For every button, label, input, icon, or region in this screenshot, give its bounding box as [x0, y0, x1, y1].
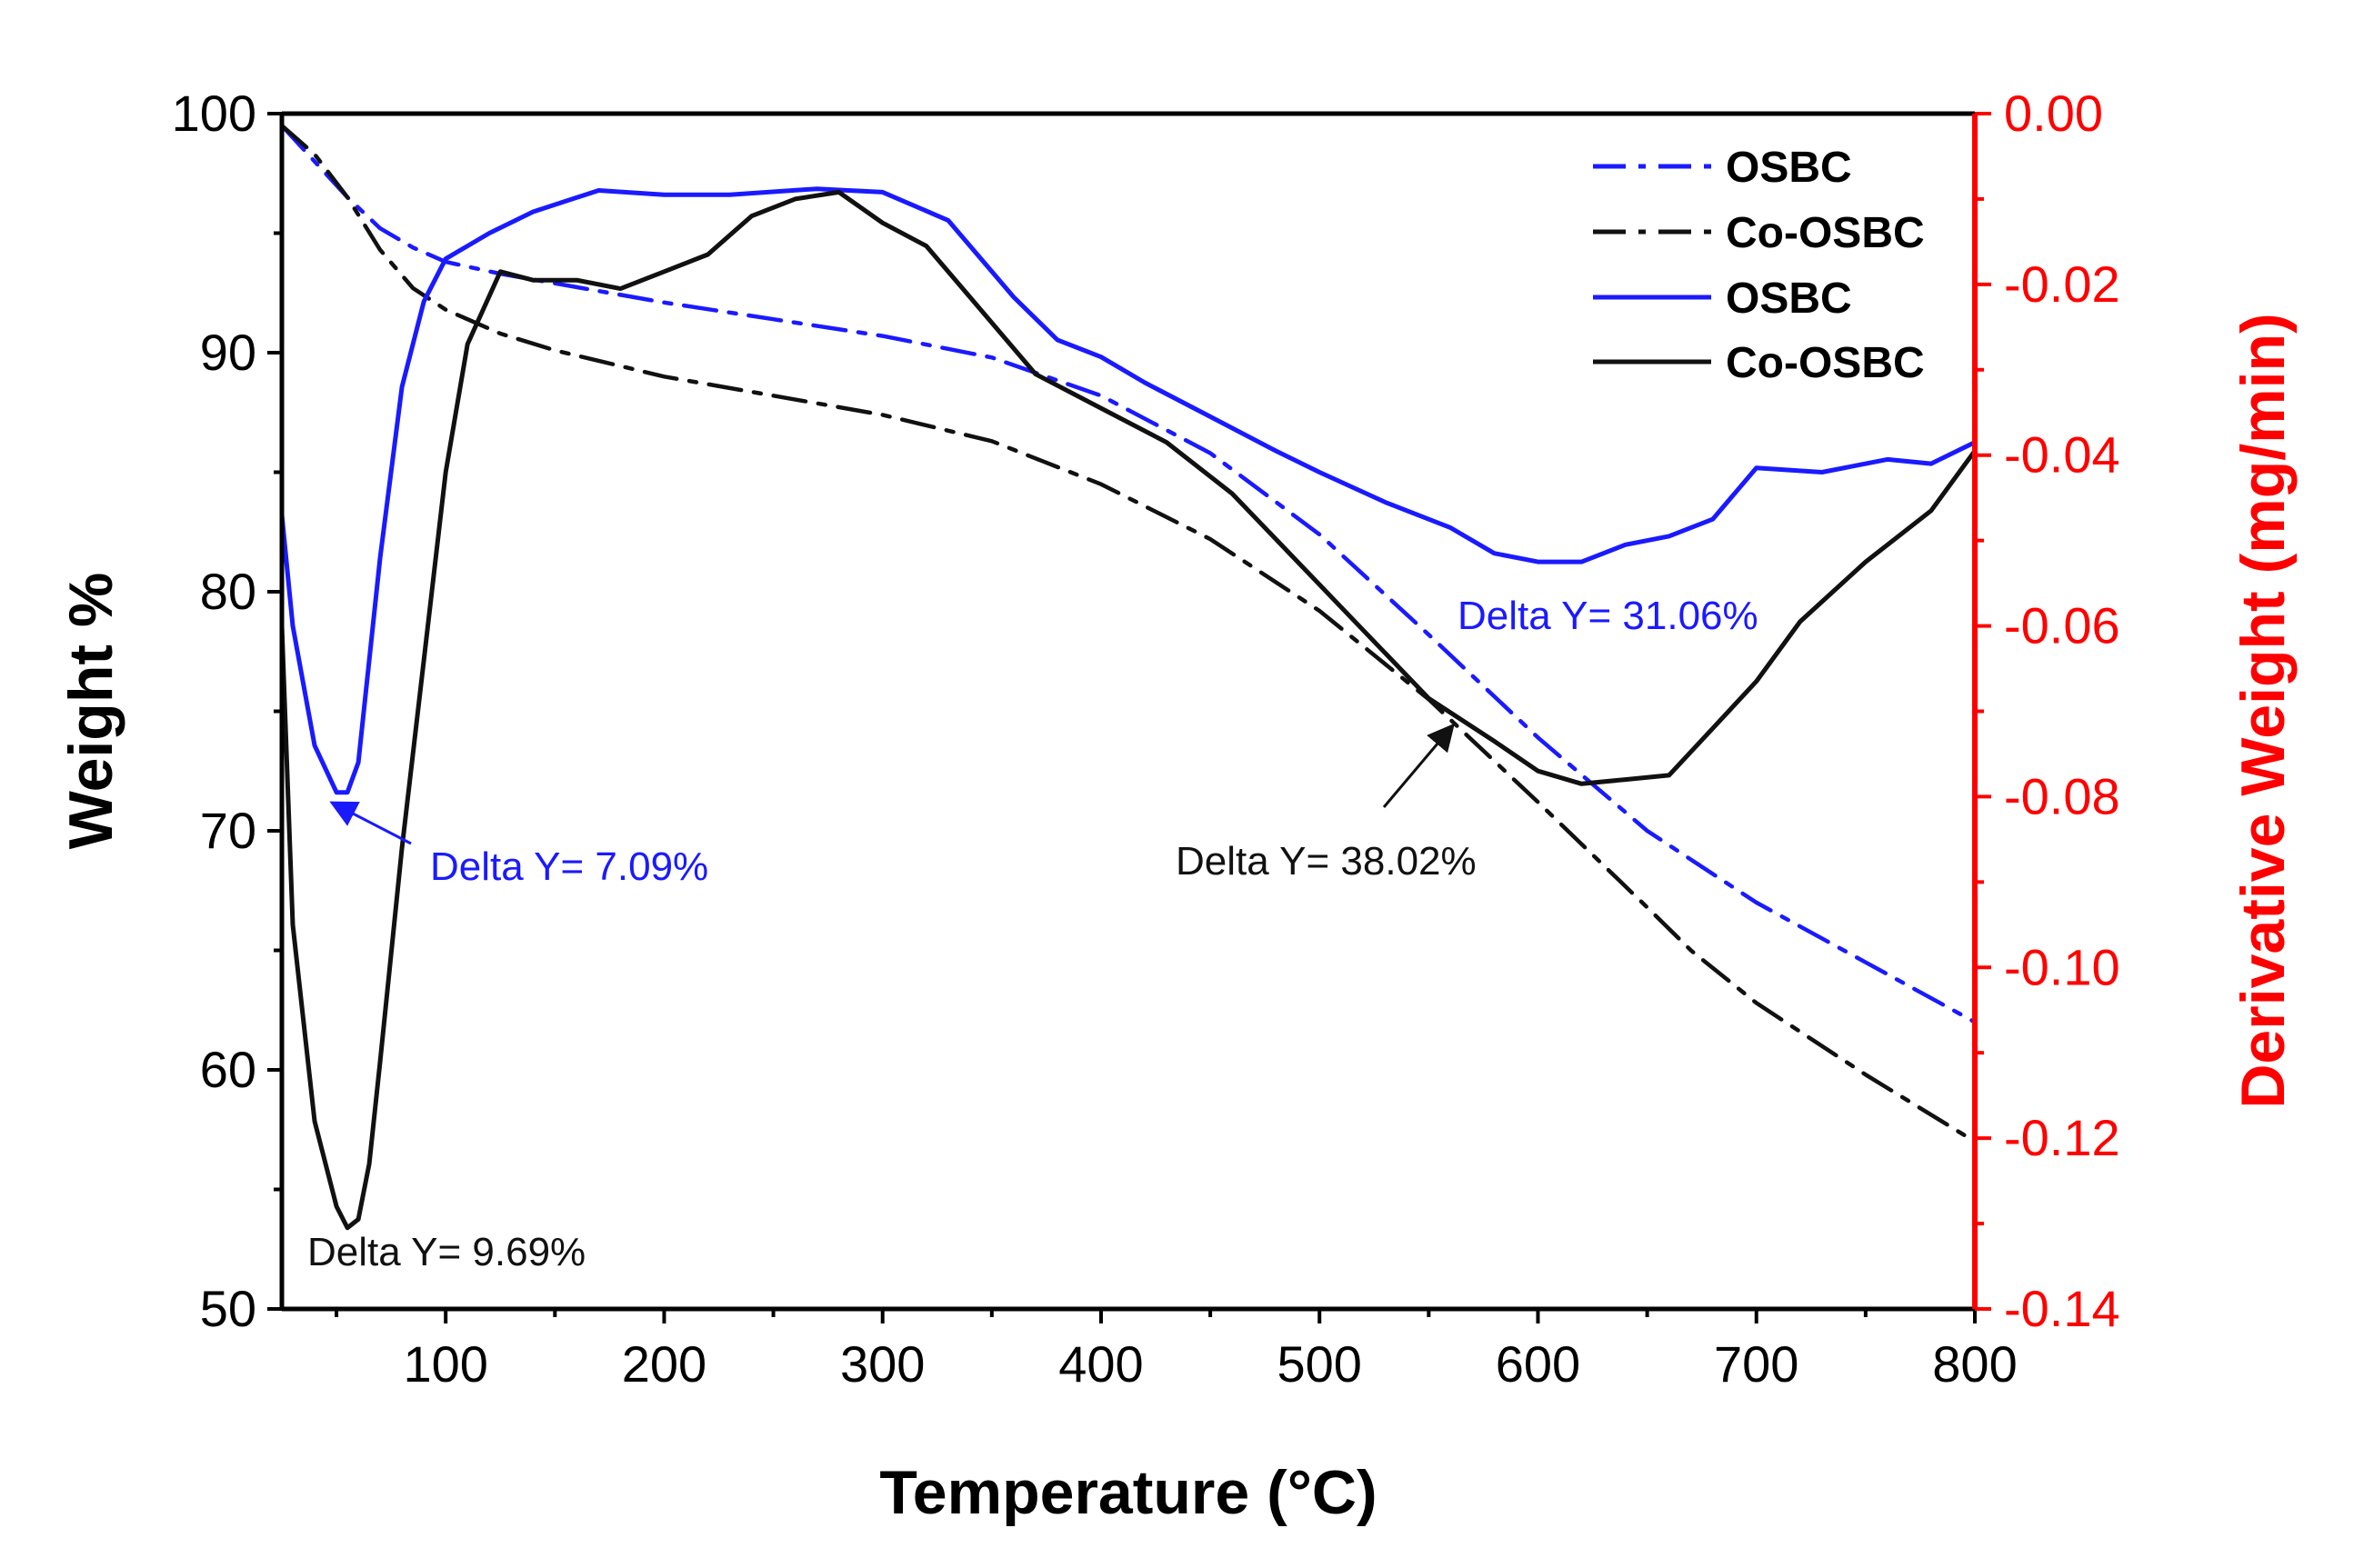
legend-label-co-osbc-dashdot: Co-OSBC	[1726, 209, 1925, 257]
annotation-arrow-co-osbc-main-step	[1382, 723, 1455, 808]
legend-label-osbc-dashdot: OSBC	[1726, 144, 1852, 192]
x-tick-label-500: 500	[1277, 1335, 1362, 1393]
y-left-tick-label-80: 80	[200, 563, 256, 620]
y-right-tick-label-2: -0.10	[2004, 938, 2120, 995]
x-tick-label-800: 800	[1932, 1335, 2017, 1393]
series-line-co-osbc-weight	[279, 123, 1978, 1144]
y-right-tick-label-6: -0.02	[2004, 255, 2120, 313]
y-right-tick-label-4: -0.06	[2004, 597, 2120, 654]
legend-label-co-osbc-solid: Co-OSBC	[1726, 339, 1925, 387]
y-left-tick-label-90: 90	[200, 324, 256, 381]
y-right-tick-label-3: -0.08	[2004, 767, 2120, 824]
annotation-osbc-main-step: Delta Y= 31.06%	[1457, 594, 1758, 638]
y-left-tick-label-50: 50	[200, 1280, 256, 1337]
y-right-axis-title: Derivative Weight (mg/min)	[2229, 313, 2298, 1108]
legend-label-osbc-solid: OSBC	[1726, 275, 1852, 323]
axis-ticks	[267, 112, 1991, 1323]
y-left-tick-label-60: 60	[200, 1041, 256, 1098]
x-axis-title: Temperature (°C)	[879, 1458, 1377, 1527]
x-tick-label-400: 400	[1058, 1335, 1143, 1393]
x-tick-label-600: 600	[1496, 1335, 1580, 1393]
y-left-axis-title: Weight %	[56, 573, 125, 850]
annotation-arrow-osbc-first-step	[329, 801, 412, 845]
annotation-co-osbc-main-step: Delta Y= 38.02%	[1176, 839, 1477, 884]
plot-lines	[279, 123, 1978, 1231]
y-left-tick-label-100: 100	[172, 85, 256, 142]
y-right-tick-label-7: 0.00	[2004, 85, 2103, 142]
annotation-co-osbc-first-step: Delta Y= 9.69%	[307, 1230, 586, 1274]
x-tick-label-300: 300	[840, 1335, 925, 1393]
x-tick-label-700: 700	[1714, 1335, 1798, 1393]
x-tick-label-100: 100	[403, 1335, 487, 1393]
x-tick-label-200: 200	[622, 1335, 706, 1393]
y-right-tick-label-0: -0.14	[2004, 1280, 2120, 1337]
legend: OSBC Co-OSBC OSBC Co-OSBC	[1593, 144, 1925, 387]
y-right-tick-label-5: -0.04	[2004, 426, 2120, 484]
y-right-tick-label-1: -0.12	[2004, 1109, 2120, 1166]
series-line-osbc-derivative	[279, 186, 1978, 795]
annotation-osbc-first-step: Delta Y= 7.09%	[430, 844, 708, 889]
series-line-co-osbc-derivative	[279, 189, 1978, 1231]
axis-tick-labels: 100 200 300 400 500 600 700 800 50 60 70 80 90 100 -0.…	[172, 85, 2120, 1393]
y-left-tick-label-70: 70	[200, 802, 256, 859]
series-line-osbc-weight	[279, 123, 1978, 1024]
